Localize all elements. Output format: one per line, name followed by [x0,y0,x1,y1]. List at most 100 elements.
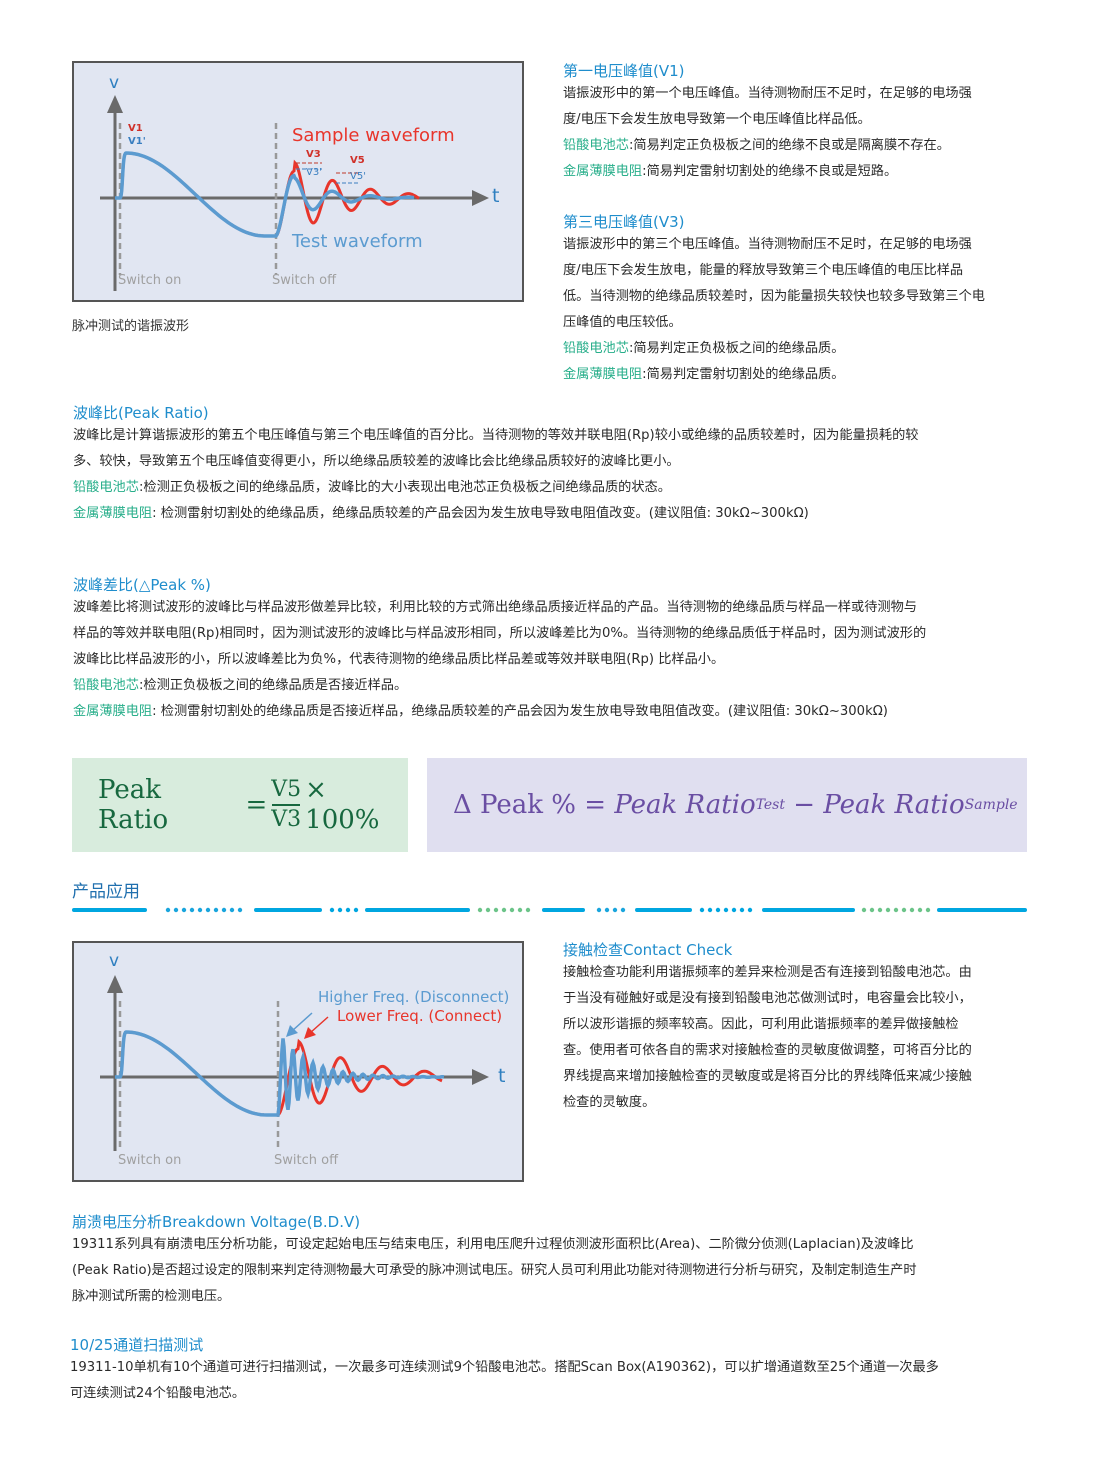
divider-dot [707,907,713,913]
formula-term-sample: Peak Ratio [823,790,965,820]
t-axis-label: t [492,185,500,207]
divider-dot [925,907,931,913]
t-axis-label: t [498,1065,506,1087]
divider-dot [739,907,745,913]
delta-peak-section: 波峰差比(△Peak %) 波峰差比将测试波形的波峰比与样品波形做差异比较，利用… [73,574,1033,725]
divider-dot [353,907,359,913]
bdv-section: 崩溃电压分析Breakdown Voltage(B.D.V) 19311系列具有… [72,1211,1037,1310]
item-label: 铅酸电池芯 [563,341,629,356]
item-label: 金属薄膜电阻 [73,506,153,521]
item-text: :简易判定正负极板之间的绝缘不良或是隔离膜不存在。 [628,138,950,153]
divider-dot [715,907,721,913]
divider-dot [229,907,235,913]
divider-dot [197,907,203,913]
v1-section: 第一电压峰值(V1) 谐振波形中的第一个电压峰值。当待测物耐压不足时，在足够的电… [563,60,1033,185]
application-item: 金属薄膜电阻: 检测雷射切割处的绝缘品质是否接近样品，绝缘品质较差的产品会因为发… [73,699,1033,725]
item-text: :简易判定正负极板之间的绝缘品质。 [628,341,845,356]
divider-dot [893,907,899,913]
formula-equals: = [245,790,268,820]
delta-peak-formula: Δ Peak % = Peak Ratio Test − Peak Ratio Sa… [427,758,1027,852]
test-waveform [115,151,415,238]
text-line: 所以波形谐振的频率较高。因此，可利用此谐振频率的差异做接触检 [563,1017,959,1032]
item-text: :检测正负极板之间的绝缘品质是否接近样品。 [138,678,408,693]
divider-dot [731,907,737,913]
scan-section: 10/25通道扫描测试 19311-10单机有10个通道可进行扫描测试，一次最多… [70,1334,1035,1407]
text-line: 样品的等效并联电阻(Rp)相同时，因为测试波形的波峰比与样品波形相同，所以波峰差… [73,626,927,641]
section-body: 接触检查功能利用谐振频率的差异来检测是否有连接到铅酸电池芯。由 于当没有碰触好或… [563,960,1033,1116]
switch-off-label: Switch off [274,1153,339,1168]
divider-dot [596,907,602,913]
divider-dot [165,907,171,913]
v-axis-label: v [109,73,120,93]
formula-equals: = [584,790,607,820]
peak-ratio-section: 波峰比(Peak Ratio) 波峰比是计算谐振波形的第五个电压峰值与第三个电压… [73,402,1033,527]
text-line: (Peak Ratio)是否超过设定的限制来判定待测物最大可承受的脉冲测试电压。… [72,1263,917,1278]
divider-dot [747,907,753,913]
text-line: 多、较快，导致第五个电压峰值变得更小，所以绝缘品质较差的波峰比会比绝缘品质较好的… [73,454,680,469]
divider-dot [345,907,351,913]
application-item: 铅酸电池芯:简易判定正负极板之间的绝缘不良或是隔离膜不存在。 [563,133,1033,159]
formula-lhs: Δ Peak % [453,790,576,820]
section-body: 波峰比是计算谐振波形的第五个电压峰值与第三个电压峰值的百分比。当待测物的等效并联… [73,423,1033,527]
divider-dot [221,907,227,913]
divider-dot [189,907,195,913]
arrow-icon [286,1025,298,1037]
divider-dot [501,907,507,913]
v1-prime-label: V1' [128,136,146,147]
item-text: :简易判定雷射切割处的绝缘品质。 [642,367,845,382]
v5-prime-label: V5' [350,171,366,182]
divider-dot [699,907,705,913]
subscript-test: Test [755,797,785,813]
text-line: 波峰比比样品波形的小，所以波峰差比为负%，代表待测物的绝缘品质比样品差或等效并联… [73,652,725,667]
text-line: 压峰值的电压较低。 [563,315,682,330]
text-line: 19311系列具有崩溃电压分析功能，可设定起始电压与结束电压，利用电压爬升过程侦… [72,1237,914,1252]
divider-dot [173,907,179,913]
formula-multiplier: × 100% [305,775,380,835]
text-line: 谐振波形中的第三个电压峰值。当待测物耐压不足时，在足够的电场强 [563,237,972,252]
item-text: :简易判定雷射切割处的绝缘不良或是短路。 [642,164,898,179]
divider-dot [909,907,915,913]
application-item: 铅酸电池芯:简易判定正负极板之间的绝缘品质。 [563,336,1033,362]
divider-dot [604,907,610,913]
v-axis-arrow-icon [107,975,123,993]
application-item: 金属薄膜电阻:简易判定雷射切割处的绝缘品质。 [563,362,1033,388]
sample-waveform-label: Sample waveform [292,125,455,146]
section-body: 19311系列具有崩溃电压分析功能，可设定起始电压与结束电压，利用电压爬升过程侦… [72,1232,1037,1310]
text-line: 波峰差比将测试波形的波峰比与样品波形做差异比较，利用比较的方式筛出绝缘品质接近样… [73,600,917,615]
fraction: V5 V3 [271,776,301,834]
formula-minus: − [793,790,816,820]
higher-freq-waveform [115,1030,445,1117]
application-item: 金属薄膜电阻:简易判定雷射切割处的绝缘不良或是短路。 [563,159,1033,185]
higher-freq-label: Higher Freq. (Disconnect) [318,988,510,1006]
lower-freq-label: Lower Freq. (Connect) [337,1007,503,1025]
item-text: :检测正负极板之间的绝缘品质，波峰比的大小表现出电池芯正负极板之间绝缘品质的状态… [138,480,671,495]
divider-dot [205,907,211,913]
divider-dot [861,907,867,913]
application-item: 铅酸电池芯:检测正负极板之间的绝缘品质是否接近样品。 [73,673,1033,699]
peak-ratio-formula: Peak Ratio = V5 V3 × 100% [72,758,408,852]
divider-dot [869,907,875,913]
divider-dot [509,907,515,913]
section-title: 接触检查Contact Check [563,941,733,959]
divider-dot [485,907,491,913]
divider-dot [477,907,483,913]
divider-dot [612,907,618,913]
v1-label: V1 [128,123,143,134]
divider-dot [723,907,729,913]
decorative-divider [72,907,1027,913]
divider-dot [493,907,499,913]
section-body: 波峰差比将测试波形的波峰比与样品波形做差异比较，利用比较的方式筛出绝缘品质接近样… [73,595,1033,725]
divider-dot [337,907,343,913]
item-label: 金属薄膜电阻 [563,164,643,179]
application-item: 铅酸电池芯:检测正负极板之间的绝缘品质，波峰比的大小表现出电池芯正负极板之间绝缘… [73,475,1033,501]
item-text: : 检测雷射切割处的绝缘品质，绝缘品质较差的产品会因为发生放电导致电阻值改变。(… [152,506,809,521]
v3-label: V3 [306,149,321,160]
item-label: 铅酸电池芯 [73,678,139,693]
text-line: 界线提高来增加接触检查的灵敏度或是将百分比的界线降低来减少接触 [563,1069,972,1084]
switch-on-label: Switch on [118,273,182,288]
resonance-waveform-figure: v t V1 V1' V3 V3' V5 V5' Sample waveform… [72,61,524,302]
text-line: 脉冲测试所需的检测电压。 [72,1289,231,1304]
text-line: 度/电压下会发生放电，能量的释放导致第三个电压峰值的电压比样品 [563,263,964,278]
text-line: 可连续测试24个铅酸电池芯。 [70,1386,246,1401]
